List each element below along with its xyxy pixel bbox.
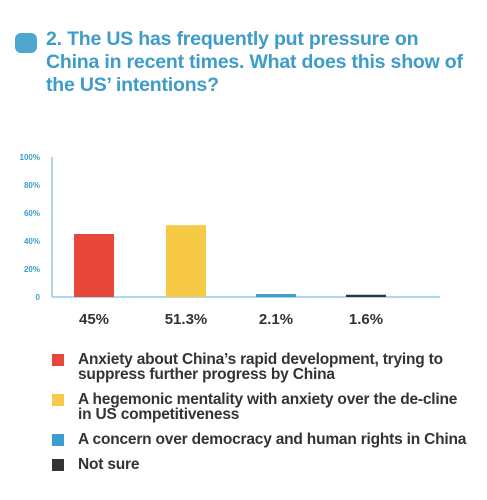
legend-swatch <box>52 459 64 471</box>
value-labels: 45% 51.3% 2.1% 1.6% <box>79 311 383 328</box>
y-tick-label: 80% <box>24 181 40 190</box>
legend-swatch <box>52 434 64 446</box>
legend-label: Anxiety about China’s rapid development,… <box>78 351 443 383</box>
bar-chart: 0 20% 40% 60% 80% 100% 45% 51.3% 2.1% 1.6% <box>20 153 440 328</box>
question-marker-icon <box>15 33 37 53</box>
y-tick-label: 60% <box>24 209 40 218</box>
legend-swatch <box>52 354 64 366</box>
bar-value-label: 2.1% <box>259 311 293 328</box>
legend-label: Not sure <box>78 456 140 473</box>
legend-label: A hegemonic mentality with anxiety over … <box>78 391 458 423</box>
y-tick-label: 40% <box>24 237 40 246</box>
bar <box>256 294 296 297</box>
legend-item: A hegemonic mentality with anxiety over … <box>52 392 472 422</box>
legend: Anxiety about China’s rapid development,… <box>52 352 472 472</box>
y-tick-label: 20% <box>24 265 40 274</box>
y-tick-label: 100% <box>20 153 40 162</box>
bar-value-label: 51.3% <box>165 311 208 328</box>
legend-swatch <box>52 394 64 406</box>
bar <box>74 234 114 297</box>
question-title: 2. The US has frequently put pressure on… <box>46 28 463 96</box>
bar-value-label: 45% <box>79 311 109 328</box>
bar <box>346 294 386 297</box>
y-tick-label: 0 <box>36 293 41 302</box>
legend-label: A concern over democracy and human right… <box>78 431 467 448</box>
legend-item: A concern over democracy and human right… <box>52 432 472 447</box>
legend-item: Not sure <box>52 457 472 472</box>
bar-value-label: 1.6% <box>349 311 383 328</box>
bars <box>74 225 386 297</box>
y-axis-ticks: 0 20% 40% 60% 80% 100% <box>20 153 41 302</box>
legend-item: Anxiety about China’s rapid development,… <box>52 352 472 382</box>
bar <box>166 225 206 297</box>
